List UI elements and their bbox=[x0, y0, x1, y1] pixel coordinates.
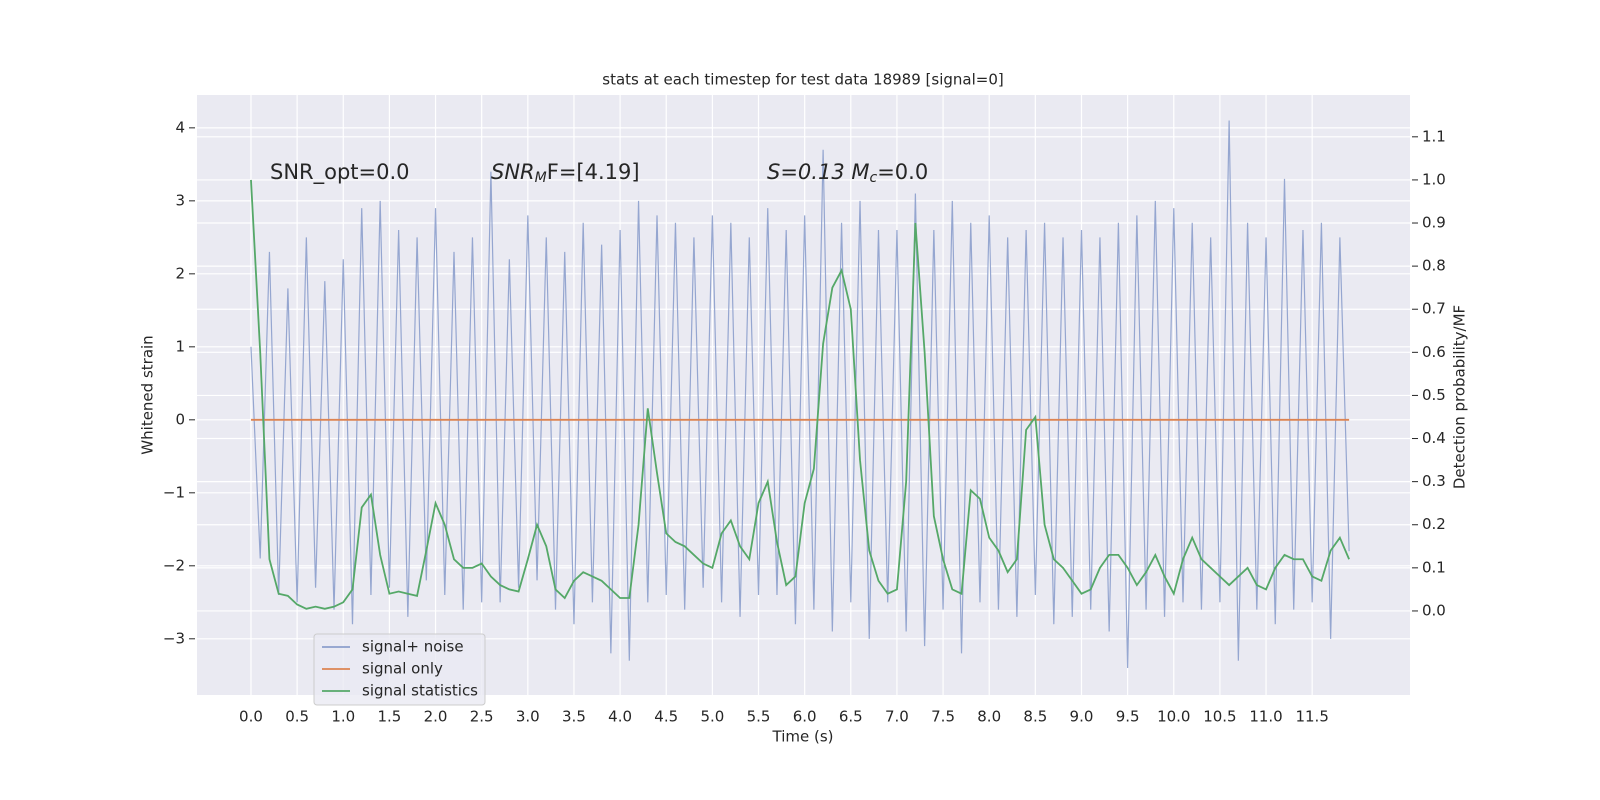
x-tick-label: 9.5 bbox=[1116, 708, 1140, 726]
x-tick-label: 9.0 bbox=[1070, 708, 1094, 726]
x-tick-label: 10.5 bbox=[1203, 708, 1236, 726]
x-tick-label: 4.0 bbox=[608, 708, 632, 726]
y2-tick-label: 0.8 bbox=[1422, 257, 1446, 275]
x-tick-label: 2.5 bbox=[470, 708, 494, 726]
legend-label: signal statistics bbox=[362, 682, 478, 700]
legend-box bbox=[313, 633, 486, 706]
y2-tick-label: 0.9 bbox=[1422, 214, 1446, 232]
y2-tick-label: 0.7 bbox=[1422, 300, 1446, 318]
annotation-subscript: M bbox=[535, 170, 547, 186]
x-tick-label: 6.0 bbox=[793, 708, 817, 726]
x-tick-label: 5.0 bbox=[700, 708, 724, 726]
x-tick-label: 10.0 bbox=[1157, 708, 1190, 726]
annotation-text: F=[4.19] bbox=[547, 160, 640, 184]
y-tick-label: −3 bbox=[163, 629, 185, 647]
y-tick-label: 3 bbox=[175, 191, 185, 209]
grid bbox=[197, 95, 1410, 695]
x-tick-label: 0.5 bbox=[285, 708, 309, 726]
annotation: S=0.13 Mc=0.0 bbox=[767, 160, 928, 186]
y2-tick-label: 0.3 bbox=[1422, 472, 1446, 490]
y2-tick-label: 0.5 bbox=[1422, 386, 1446, 404]
annotation-text: SNR_opt=0.0 bbox=[270, 160, 410, 185]
x-tick-label: 7.5 bbox=[931, 708, 955, 726]
x-tick-label: 6.5 bbox=[839, 708, 863, 726]
x-tick-label: 1.5 bbox=[377, 708, 401, 726]
y2-axis-label: Detection probability/MF bbox=[1451, 305, 1469, 489]
annotation: SNR_opt=0.0 bbox=[270, 160, 410, 185]
x-tick-label: 5.5 bbox=[747, 708, 771, 726]
x-tick-label: 4.5 bbox=[654, 708, 678, 726]
y2-tick-label: 1.0 bbox=[1422, 170, 1446, 188]
y-tick-label: 1 bbox=[175, 337, 185, 355]
y-tick-label: 2 bbox=[175, 264, 185, 282]
y-tick-label: −1 bbox=[163, 483, 185, 501]
x-tick-label: 11.5 bbox=[1295, 708, 1328, 726]
x-tick-label: 0.0 bbox=[239, 708, 263, 726]
y2-tick-label: 0.4 bbox=[1422, 429, 1446, 447]
x-tick-label: 8.5 bbox=[1023, 708, 1047, 726]
y-tick-label: 0 bbox=[175, 410, 185, 428]
y2-tick-label: 0.2 bbox=[1422, 515, 1446, 533]
x-tick-label: 1.0 bbox=[331, 708, 355, 726]
x-tick-label: 11.0 bbox=[1249, 708, 1282, 726]
annotation: SNRMF=[4.19] bbox=[491, 160, 640, 186]
x-tick-label: 8.0 bbox=[977, 708, 1001, 726]
chart-title: stats at each timestep for test data 189… bbox=[602, 71, 1003, 89]
y2-tick-label: 0.0 bbox=[1422, 601, 1446, 619]
annotation-text: =0.0 bbox=[877, 160, 928, 184]
y2-tick-label: 1.1 bbox=[1422, 127, 1446, 145]
annotation-text: S=0.13 M bbox=[767, 160, 869, 184]
x-axis-label: Time (s) bbox=[772, 728, 834, 746]
y2-tick-label: 0.6 bbox=[1422, 343, 1446, 361]
x-tick-label: 2.0 bbox=[424, 708, 448, 726]
x-tick-label: 7.0 bbox=[885, 708, 909, 726]
annotation-text: SNR bbox=[491, 160, 535, 184]
x-tick-label: 3.0 bbox=[516, 708, 540, 726]
legend-label: signal only bbox=[362, 660, 443, 678]
series-line bbox=[250, 179, 1350, 610]
y-axis-label: Whitened strain bbox=[139, 335, 157, 454]
x-tick-label: 3.5 bbox=[562, 708, 586, 726]
y-tick-label: −2 bbox=[163, 556, 185, 574]
annotation-subscript: c bbox=[869, 170, 877, 186]
marks bbox=[250, 120, 1350, 669]
y-tick-label: 4 bbox=[175, 118, 185, 136]
y2-tick-label: 0.1 bbox=[1422, 558, 1446, 576]
legend-label: signal+ noise bbox=[362, 638, 464, 656]
